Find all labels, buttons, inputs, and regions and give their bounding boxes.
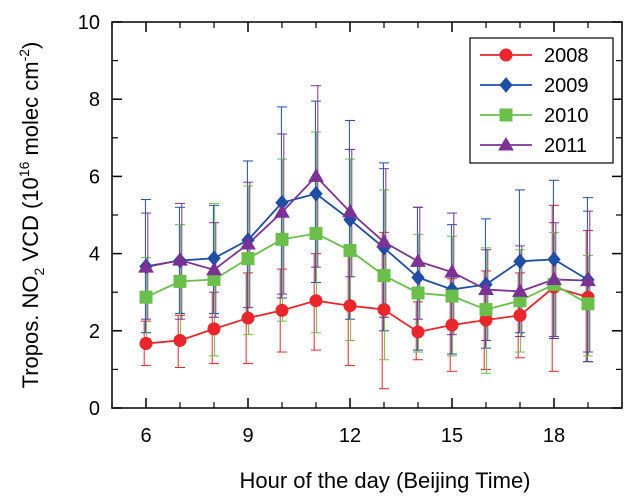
y-axis-label: Tropos. NO2 VCD (1016 molec cm-2) [16,42,47,389]
data-point-circle [377,303,391,317]
data-point-square [581,297,595,311]
legend: 2008 2009 2010 2011 [469,37,614,164]
data-point-diamond [309,186,323,202]
data-point-circle [241,311,255,325]
legend-label-2011: 2011 [544,135,587,157]
legend-label-2010: 2010 [544,105,589,127]
y-tick-label: 2 [89,321,100,343]
data-point-triangle [512,283,528,297]
data-point-circle [207,322,221,336]
data-point-square [499,108,513,122]
data-point-square [377,269,391,283]
ticks-layer: 6 9 12 15 18 0 2 4 6 8 10 [78,12,623,447]
markers-layer [138,168,596,351]
data-point-circle [411,325,425,339]
y-tick-label: 8 [89,89,100,111]
data-point-square [275,232,289,246]
y-tick-label: 6 [89,166,100,188]
data-point-square [411,286,425,300]
y-tick-label: 10 [78,12,100,34]
data-point-circle [445,318,459,332]
data-point-diamond [411,269,425,286]
legend-label-2009: 2009 [544,75,589,97]
data-point-square [173,274,187,288]
legend-box [469,37,614,164]
y-axis-label-superscript-2: -2 [16,49,32,62]
data-point-triangle [546,271,562,285]
data-point-triangle [206,261,222,276]
data-point-square [343,244,357,258]
x-tick-label: 18 [543,425,565,447]
y-axis-label-superscript-1: 16 [16,161,32,177]
y-axis-label-mid-2: molec cm [18,61,43,161]
legend-label-2008: 2008 [544,45,589,67]
data-point-triangle [410,253,426,267]
data-point-circle [139,337,153,351]
data-point-circle [343,299,357,313]
y-tick-label: 0 [89,398,100,420]
data-point-triangle [308,168,324,182]
data-point-triangle [240,235,256,250]
data-point-triangle [172,252,188,266]
data-point-diamond [513,253,527,270]
y-axis-label-prefix: Tropos. NO [18,276,43,389]
series-line-2009 [145,192,589,291]
data-point-triangle [274,204,290,218]
y-axis-label-subscript: 2 [31,268,47,276]
data-point-square [479,303,493,317]
data-point-triangle [342,203,358,218]
x-tick-label: 9 [242,425,253,447]
y-axis-label-suffix: ) [18,42,43,49]
data-point-circle [513,308,527,322]
y-tick-label: 4 [89,244,100,266]
data-point-triangle [478,281,494,295]
x-tick-label: 12 [339,425,361,447]
x-tick-label: 6 [140,425,151,447]
data-point-circle [275,303,289,317]
data-point-circle [309,294,323,308]
data-point-circle [173,333,187,347]
data-point-triangle [580,272,596,287]
data-point-triangle [138,259,154,273]
data-point-triangle [444,264,460,278]
x-axis-label: Hour of the day (Beijing Time) [239,468,530,493]
data-point-square [445,289,459,303]
series-line-2011 [145,175,589,293]
data-point-diamond [547,251,561,268]
data-point-circle [499,48,513,62]
data-point-diamond [499,77,513,93]
data-point-triangle [498,137,514,151]
y-axis-label-mid: VCD (10 [18,177,43,267]
x-tick-label: 15 [441,425,463,447]
data-point-square [241,252,255,266]
data-point-square [139,290,153,304]
data-point-square [309,227,323,241]
data-point-triangle [376,234,392,248]
